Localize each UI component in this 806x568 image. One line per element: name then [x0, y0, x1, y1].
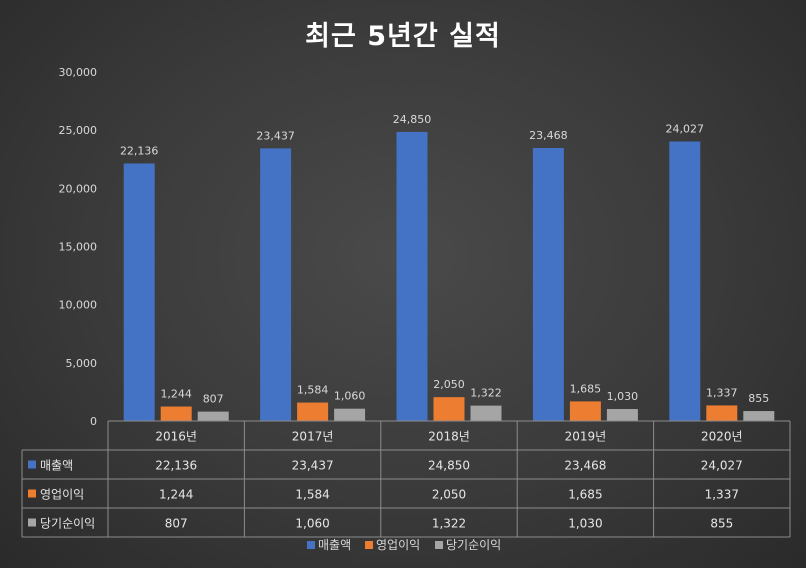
bar-영업이익: [297, 402, 329, 421]
data-label: 22,136: [120, 144, 159, 157]
data-label: 855: [748, 392, 769, 405]
table-cell-value: 1,030: [568, 517, 602, 531]
y-tick-label: 0: [90, 415, 97, 428]
y-tick-label: 10,000: [59, 299, 98, 312]
data-label: 2,050: [433, 378, 465, 391]
table-cell-value: 1,060: [295, 517, 329, 531]
table-cell-value: 23,468: [564, 459, 606, 473]
data-label: 1,030: [607, 390, 639, 403]
table-series-label: 당기순이익: [40, 517, 95, 531]
data-label: 23,468: [529, 129, 568, 142]
table-category-label: 2018년: [428, 430, 470, 444]
table-cell-value: 2,050: [432, 488, 466, 502]
bar-매출액: [396, 131, 428, 421]
bar-당기순이익: [334, 408, 366, 421]
data-label: 24,027: [666, 122, 705, 135]
table-category-label: 2017년: [292, 430, 334, 444]
legend-key: [435, 541, 443, 549]
y-tick-label: 5,000: [66, 357, 98, 370]
bar-당기순이익: [606, 409, 638, 421]
bar-당기순이익: [197, 411, 229, 421]
data-label: 1,685: [570, 382, 602, 395]
table-category-label: 2019년: [565, 430, 607, 444]
data-label: 24,850: [393, 113, 432, 126]
table-category-label: 2016년: [155, 430, 197, 444]
table-cell-value: 24,027: [701, 459, 743, 473]
y-tick-label: 15,000: [59, 241, 98, 254]
table-cell-value: 1,584: [295, 488, 329, 502]
table-cell-value: 1,685: [568, 488, 602, 502]
bar-영업이익: [569, 401, 601, 421]
y-tick-label: 20,000: [59, 182, 98, 195]
legend-label: 당기순이익: [446, 538, 501, 552]
data-label: 1,244: [160, 388, 192, 401]
data-label: 1,337: [706, 386, 738, 399]
bar-매출액: [123, 163, 155, 421]
table-cell-value: 1,322: [432, 517, 466, 531]
legend-label: 매출액: [318, 538, 351, 552]
chart-title: 최근 5년간 실적: [305, 21, 501, 52]
table-cell-value: 23,437: [292, 459, 334, 473]
data-label: 807: [203, 393, 224, 406]
table-cell-value: 22,136: [155, 459, 197, 473]
table-series-label: 영업이익: [40, 488, 84, 502]
table-cell-value: 855: [710, 517, 733, 531]
legend-key: [365, 541, 373, 549]
table-cell-value: 1,244: [159, 488, 193, 502]
bar-당기순이익: [470, 405, 502, 421]
y-tick-label: 25,000: [59, 124, 98, 137]
data-label: 1,060: [334, 390, 366, 403]
bar-매출액: [669, 141, 701, 421]
bar-영업이익: [433, 397, 465, 421]
bar-매출액: [532, 147, 564, 421]
bar-매출액: [260, 148, 292, 422]
data-label: 1,584: [297, 384, 329, 397]
table-cell-value: 807: [165, 517, 188, 531]
bar-영업이익: [706, 405, 738, 421]
legend-label: 영업이익: [376, 538, 420, 552]
y-tick-label: 30,000: [59, 66, 98, 79]
data-label: 1,322: [470, 387, 502, 400]
table-legend-key: [28, 489, 36, 498]
table-legend-key: [28, 460, 36, 469]
table-cell-value: 1,337: [705, 488, 739, 502]
table-cell-value: 24,850: [428, 459, 470, 473]
data-label: 23,437: [256, 129, 295, 142]
table-category-label: 2020년: [701, 430, 743, 444]
bar-영업이익: [160, 406, 192, 421]
table-series-label: 매출액: [40, 459, 73, 473]
legend-key: [307, 541, 315, 549]
table-legend-key: [28, 518, 36, 527]
bar-당기순이익: [743, 411, 775, 421]
